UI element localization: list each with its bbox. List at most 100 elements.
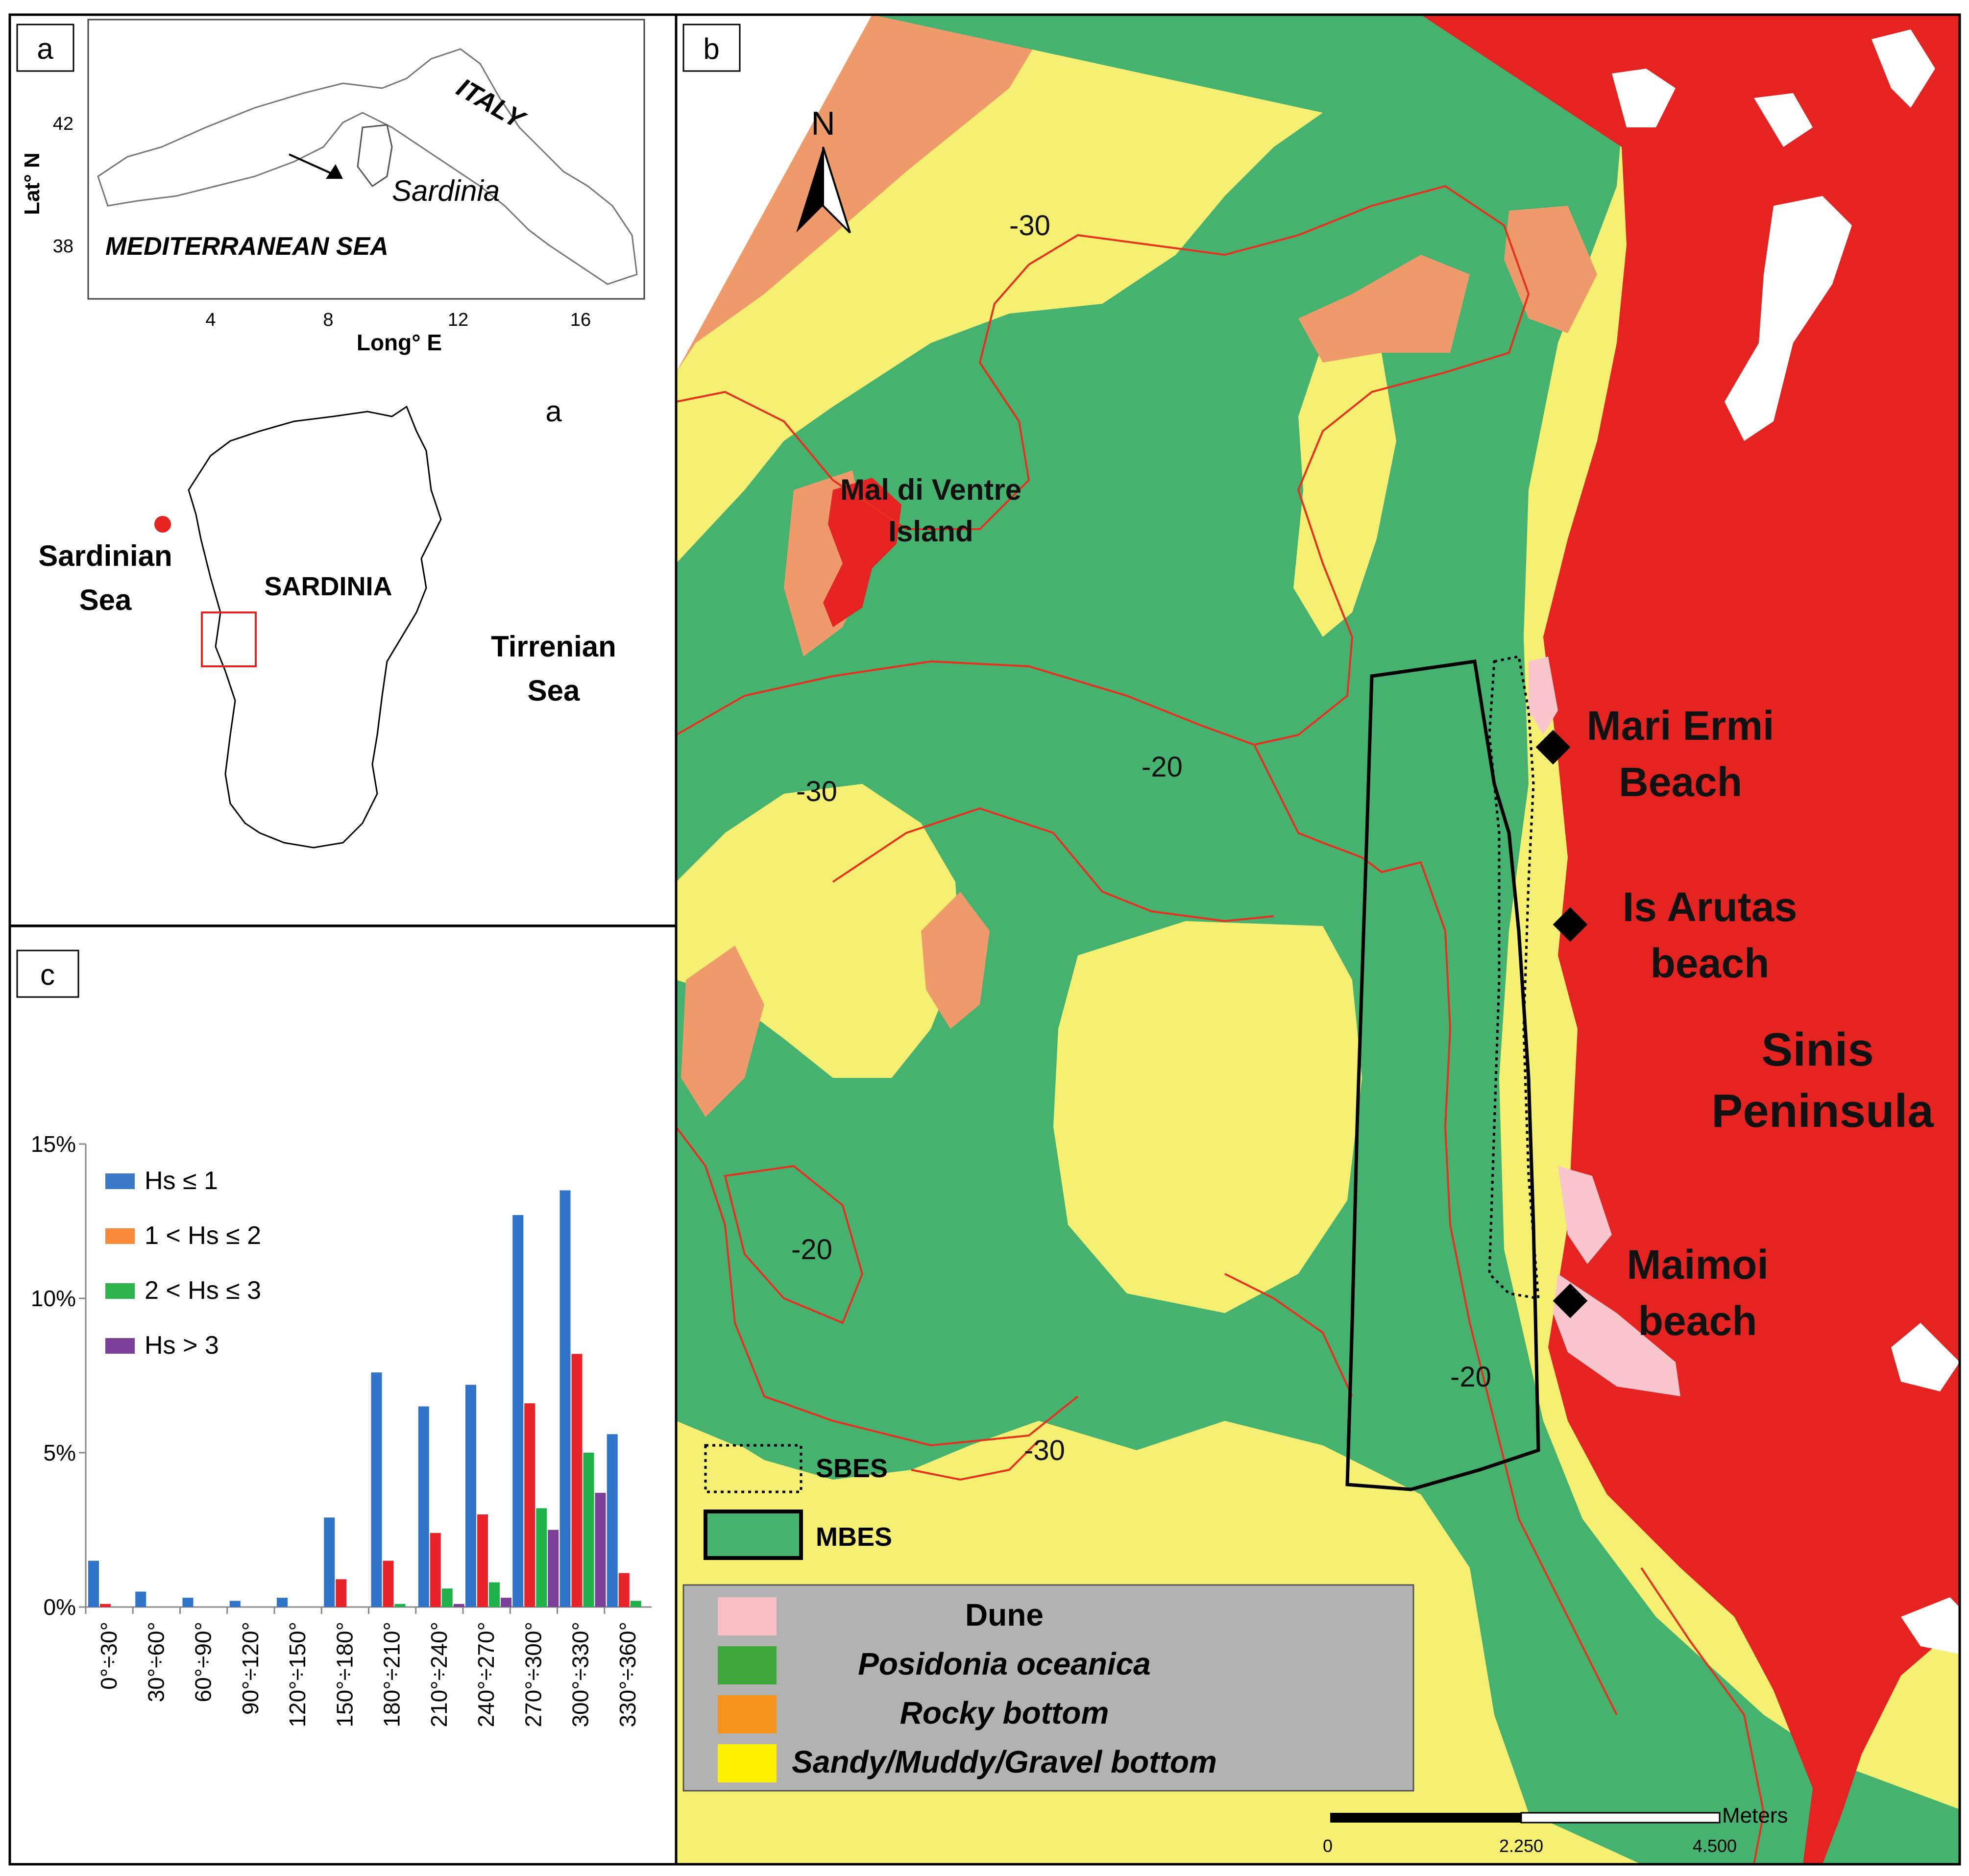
x-tick-10: 300°÷330° (568, 1622, 593, 1728)
inset-long-tick-12: 12 (448, 310, 468, 330)
bar-s1-c7 (430, 1533, 441, 1607)
inset-long-tick-4: 4 (205, 310, 216, 330)
sardinia-map: a Sardinian Sea SARDINIA Tirrenian Sea (38, 395, 616, 849)
inset-lat-tick-38: 38 (53, 236, 73, 257)
inset-arrow-head (326, 164, 343, 179)
inset-sardinia-outline (357, 124, 393, 188)
bar-s3-c10 (595, 1492, 606, 1607)
panel-a-label-box (16, 24, 74, 72)
wave-height-chart: 0% 5% 10% 15% 0°÷30° 30°÷60° 60°÷90° 90°÷120° 12… (31, 1131, 652, 1728)
sinis-peninsula-land (1421, 15, 1960, 1864)
bar-s0-c3 (229, 1601, 241, 1607)
inset-map-frame (87, 19, 645, 300)
x-tick-5: 150°÷180° (332, 1622, 357, 1728)
scale-tick-2: 4.500 (1693, 1836, 1737, 1856)
bar-s0-c2 (182, 1598, 194, 1607)
habitat-legend: Dune Posidonia oceanica Rocky bottom Sandy/… (682, 1584, 1414, 1792)
sbes-survey-area (1488, 655, 1540, 1300)
panel-c-label: c (40, 958, 55, 991)
inset-long-tick-16: 16 (570, 310, 591, 330)
mari-ermi-marker (1535, 730, 1571, 765)
y-tick-2: 10% (31, 1286, 76, 1311)
bar-s0-c8 (465, 1385, 476, 1607)
sardinian-sea-label-2: Sea (79, 584, 132, 616)
lake-1 (1612, 69, 1676, 127)
bar-s0-c5 (324, 1517, 335, 1607)
legend-label-2: Rocky bottom (900, 1695, 1109, 1730)
y-tick-1: 5% (44, 1440, 76, 1465)
bar-s3-c7 (453, 1604, 464, 1607)
bar-s1-c11 (618, 1573, 630, 1607)
mbes-legend-label: MBES (816, 1522, 892, 1552)
sand-patch-north (1293, 343, 1396, 637)
x-tick-0: 0°÷30° (96, 1622, 122, 1690)
mbes-legend-swatch (704, 1510, 803, 1560)
contour-label-6: -30 (1024, 1435, 1065, 1466)
north-label: N (811, 105, 835, 142)
rocky-bottom-nw (676, 15, 1053, 372)
chart-legend-label-0: Hs ≤ 1 (145, 1167, 218, 1195)
bar-s2-c7 (441, 1588, 453, 1607)
bar-s1-c9 (524, 1403, 535, 1607)
x-tick-11: 330°÷360° (615, 1622, 640, 1728)
north-arrow: N (796, 105, 851, 234)
lake-3 (1754, 93, 1813, 147)
bar-s1-c10 (571, 1354, 583, 1607)
chart-legend-swatch-1 (105, 1228, 135, 1244)
inset-coastline (97, 48, 638, 285)
tirrenian-sea-label-2: Sea (528, 674, 580, 707)
sardinian-sea-dot (154, 516, 171, 533)
y-tick-0: 0% (44, 1594, 76, 1620)
bar-s0-c9 (512, 1215, 524, 1607)
north-arrow-left (796, 147, 823, 233)
sand-patch-nw2 (784, 255, 955, 333)
inset-long-tick-8: 8 (323, 310, 333, 330)
chart-legend-swatch-0 (105, 1173, 135, 1189)
sand-patch-central (1053, 921, 1362, 1313)
contour-label-5: -20 (1450, 1361, 1491, 1393)
x-tick-9: 270°÷300° (520, 1622, 546, 1728)
panel-b-frame (675, 13, 1961, 1866)
inset-arrow (289, 153, 339, 177)
rocky-patch-coast (1504, 206, 1597, 333)
x-tick-3: 90°÷120° (238, 1622, 263, 1715)
bar-s2-c10 (583, 1453, 594, 1607)
bar-s2-c9 (536, 1508, 547, 1607)
mbes-survey-area (1345, 659, 1540, 1491)
panel-c-label-box (16, 950, 79, 998)
mari-ermi-label-2: Beach (1619, 759, 1742, 805)
mal-di-ventre-label-2: Island (888, 515, 973, 548)
dune-north (1529, 657, 1558, 735)
dune-maimoi (1553, 1274, 1680, 1396)
scale-tick-1: 2.250 (1499, 1836, 1543, 1856)
x-tick-7: 210°÷240° (426, 1622, 452, 1728)
dune-central (1558, 1166, 1612, 1264)
bar-s2-c11 (630, 1601, 641, 1607)
legend-label-3: Sandy/Muddy/Gravel bottom (792, 1744, 1217, 1779)
panel-b-label-box (682, 24, 741, 72)
mal-di-ventre-label-1: Mal di Ventre (840, 473, 1021, 506)
habitat-legend-box (682, 1584, 1414, 1792)
inset-long-label: Long° E (357, 330, 442, 355)
sinis-label-1: Sinis (1761, 1023, 1873, 1076)
contour-label-2: -20 (1142, 751, 1183, 783)
bar-s2-c6 (394, 1604, 406, 1607)
legend-swatch-1 (718, 1646, 777, 1684)
bar-s1-c0 (100, 1604, 111, 1607)
maimoi-label-1: Maimoi (1627, 1242, 1768, 1288)
rocky-patch-center (921, 892, 990, 1029)
panel-a-label: a (37, 32, 53, 65)
scale-bar-black (1330, 1813, 1521, 1823)
sbes-legend-label: SBES (816, 1454, 888, 1483)
inset-sardinia-label: Sardinia (392, 174, 500, 207)
scale-unit: Meters (1722, 1803, 1788, 1827)
depth-contours (676, 185, 1765, 1864)
bar-s0-c7 (418, 1406, 429, 1607)
legend-swatch-0 (718, 1597, 777, 1635)
is-arutas-label-2: beach (1651, 940, 1770, 986)
sardinia-outline (188, 405, 442, 849)
sbes-legend-swatch (704, 1444, 802, 1493)
inset-sea-label: MEDITERRANEAN SEA (105, 232, 389, 261)
bar-s1-c5 (336, 1579, 347, 1607)
